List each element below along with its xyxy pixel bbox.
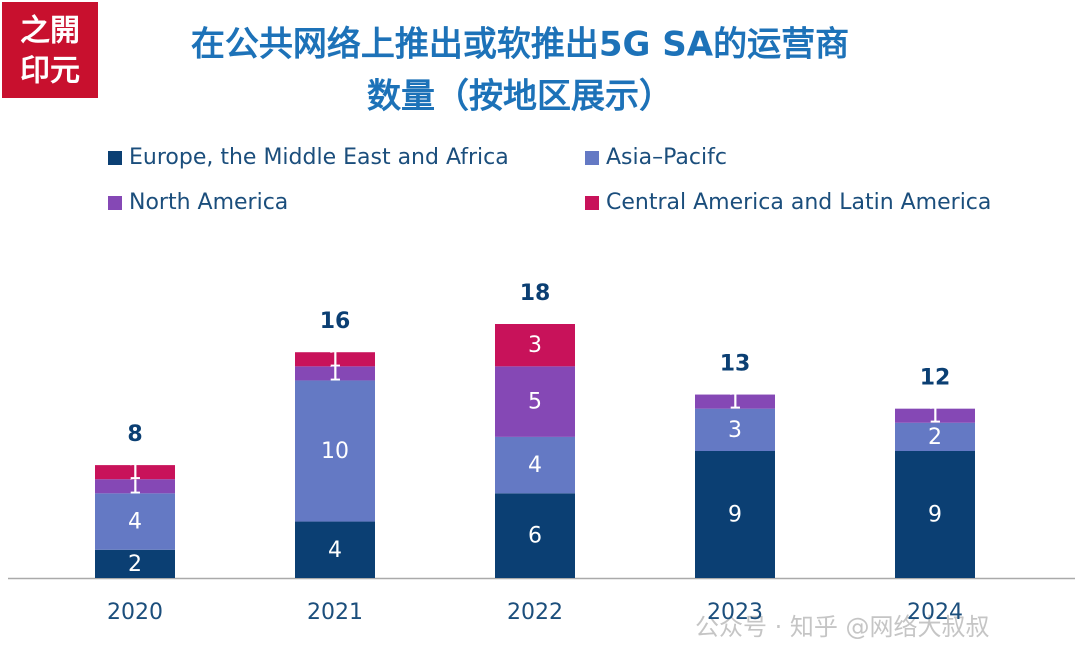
data-label: 2 bbox=[928, 425, 942, 450]
bar-segment bbox=[695, 408, 775, 451]
bar-segment bbox=[295, 366, 375, 381]
bar-segment bbox=[495, 324, 575, 367]
data-label: 2 bbox=[128, 552, 142, 577]
legend-label: North America bbox=[129, 190, 288, 215]
data-label: 1 bbox=[128, 460, 142, 485]
bar-segment bbox=[895, 408, 975, 423]
bar-segment bbox=[495, 436, 575, 494]
bar-segment bbox=[295, 521, 375, 578]
legend-label: Asia–Pacifc bbox=[606, 145, 727, 170]
x-tick-label: 2023 bbox=[707, 600, 763, 625]
logo-text: 之開 bbox=[20, 14, 80, 49]
x-tick-label: 2022 bbox=[507, 600, 563, 625]
total-label: 13 bbox=[720, 352, 751, 377]
data-label: 1 bbox=[728, 390, 742, 415]
data-label: 3 bbox=[728, 418, 742, 443]
total-label: 16 bbox=[320, 309, 351, 334]
data-label: 4 bbox=[128, 510, 142, 535]
data-label: 4 bbox=[328, 538, 342, 563]
bar-segment bbox=[495, 493, 575, 578]
data-label: 1 bbox=[128, 474, 142, 499]
bar-segment bbox=[95, 493, 175, 550]
legend-swatch bbox=[108, 151, 122, 165]
x-tick-label: 2021 bbox=[307, 600, 363, 625]
logo-box bbox=[2, 2, 98, 98]
bar-segment bbox=[95, 479, 175, 494]
bar-segment bbox=[695, 394, 775, 409]
bar-segment bbox=[95, 465, 175, 480]
bar-segment bbox=[95, 549, 175, 578]
legend-swatch bbox=[585, 151, 599, 165]
total-label: 8 bbox=[127, 422, 142, 447]
x-tick-label: 2020 bbox=[107, 600, 163, 625]
bar-segment bbox=[495, 366, 575, 437]
bar-segment bbox=[295, 352, 375, 367]
data-label: 3 bbox=[528, 333, 542, 358]
logo-text: 印元 bbox=[20, 54, 80, 89]
x-tick-label: 2024 bbox=[907, 600, 963, 625]
bar-segment bbox=[695, 451, 775, 578]
data-label: 9 bbox=[928, 503, 942, 528]
legend-label: Central America and Latin America bbox=[606, 190, 991, 215]
legend-label: Europe, the Middle East and Africa bbox=[129, 145, 509, 170]
bar-segment bbox=[295, 380, 375, 522]
data-label: 1 bbox=[928, 404, 942, 429]
chart-title: 在公共网络上推出或软推出5G SA的运营商 bbox=[191, 25, 849, 65]
data-label: 9 bbox=[728, 503, 742, 528]
total-label: 12 bbox=[920, 366, 951, 391]
watermark: 公众号 · 知乎 @网络大叔叔 bbox=[695, 613, 990, 641]
bar-segment bbox=[895, 451, 975, 578]
data-label: 4 bbox=[528, 453, 542, 478]
bar-segment bbox=[895, 422, 975, 451]
data-label: 1 bbox=[328, 361, 342, 386]
legend-swatch bbox=[585, 196, 599, 210]
chart-title: 数量（按地区展示） bbox=[367, 77, 673, 117]
data-label: 6 bbox=[528, 524, 542, 549]
data-label: 1 bbox=[328, 347, 342, 372]
legend-swatch bbox=[108, 196, 122, 210]
data-label: 5 bbox=[528, 390, 542, 415]
total-label: 18 bbox=[520, 281, 551, 306]
data-label: 10 bbox=[321, 439, 349, 464]
